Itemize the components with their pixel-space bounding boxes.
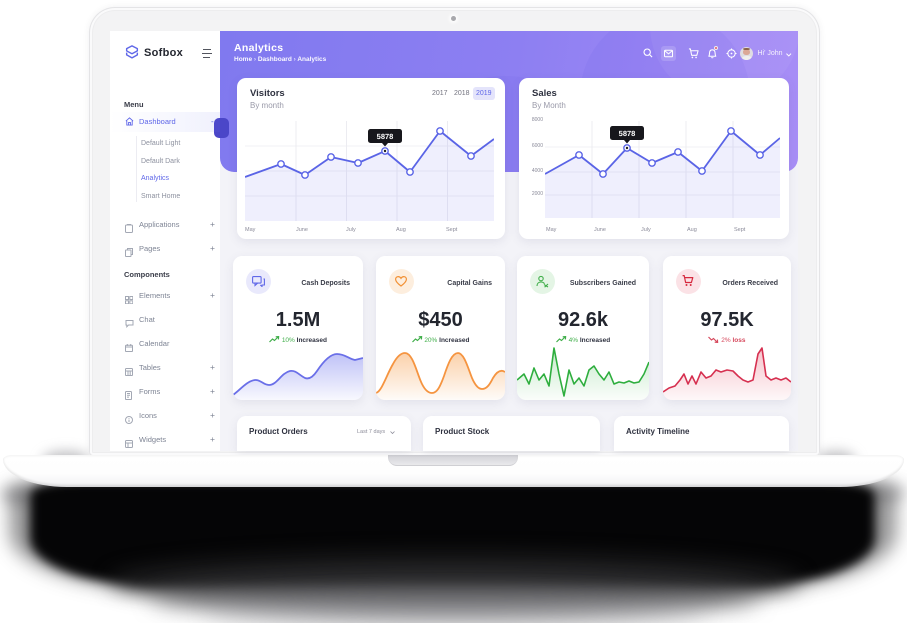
- svg-text:5878: 5878: [377, 132, 394, 141]
- svg-text:5878: 5878: [619, 129, 636, 138]
